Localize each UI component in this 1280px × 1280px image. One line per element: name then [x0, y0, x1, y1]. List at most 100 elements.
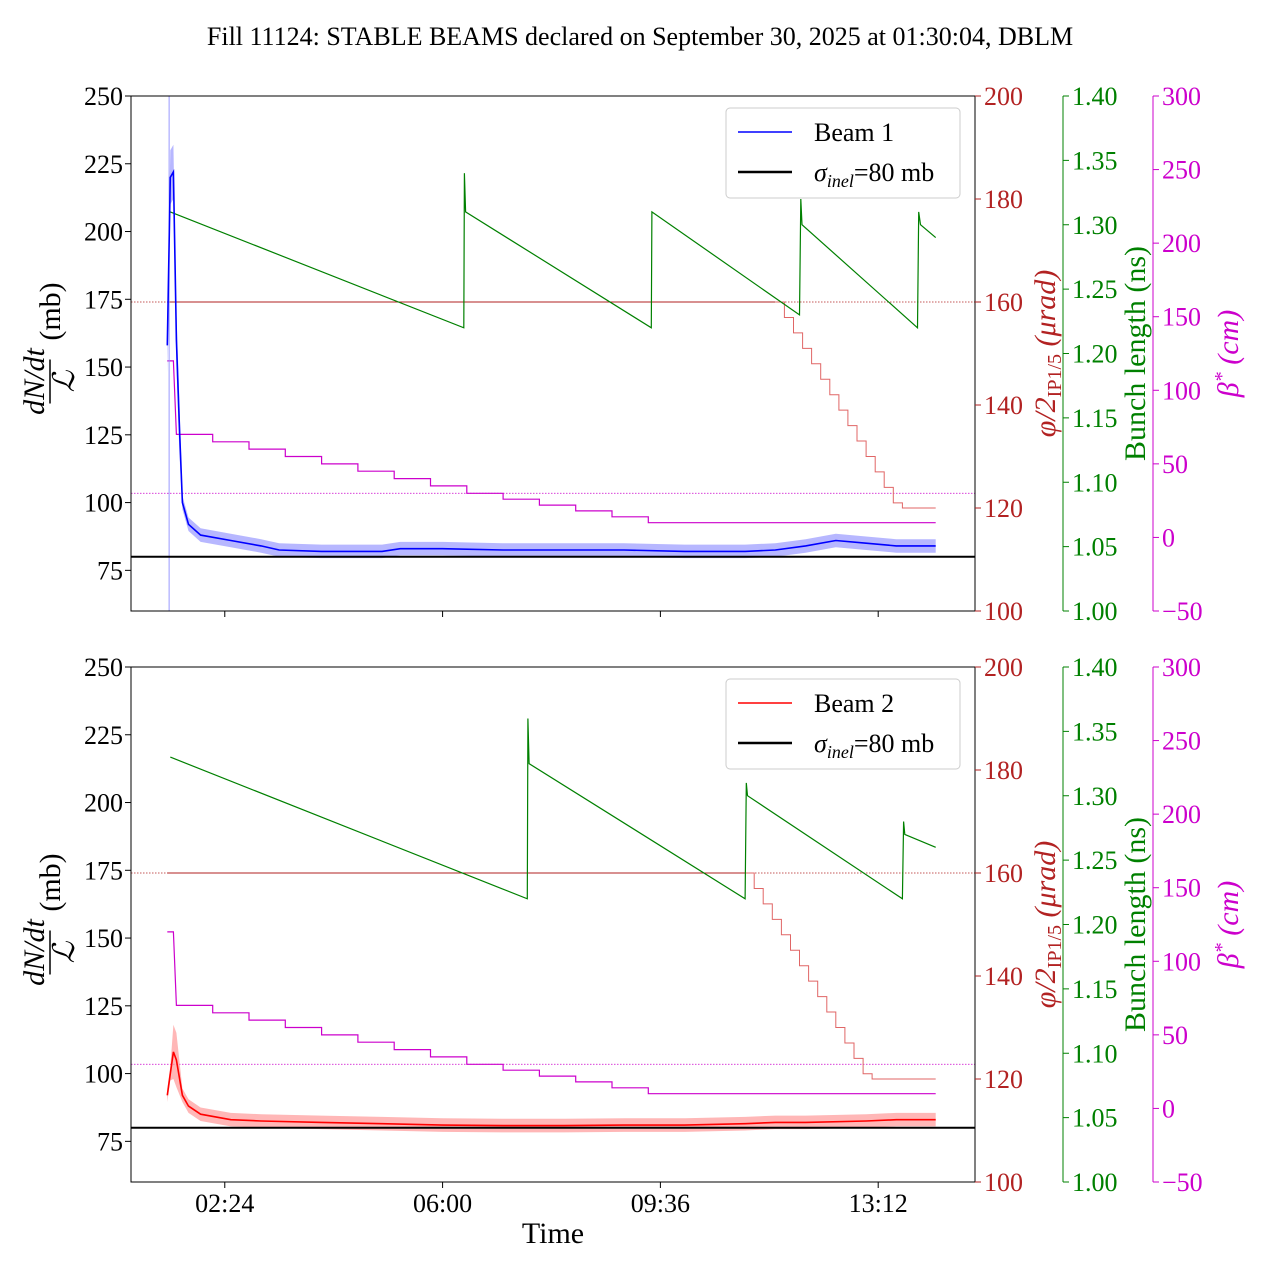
legend-beam-label: Beam 1 — [814, 118, 894, 147]
beta-series — [167, 931, 936, 1095]
cross-section-band — [167, 144, 936, 559]
beta-tick-label: 50 — [1162, 450, 1188, 479]
phi-tick-label: 200 — [984, 653, 1023, 682]
bunch-tick-label: 1.20 — [1072, 911, 1118, 940]
phi-tick-label: 140 — [984, 962, 1023, 991]
left-tick-label: 175 — [84, 285, 123, 314]
plot-area — [131, 96, 975, 611]
phi-tick-label: 100 — [984, 1168, 1023, 1197]
legend-box — [725, 107, 961, 199]
bunch-length-series — [170, 173, 937, 330]
bunch-tick-label: 1.25 — [1072, 275, 1118, 304]
beta-tick-label: 50 — [1162, 1021, 1188, 1050]
cross-section-band — [167, 1024, 936, 1133]
bunch-tick-label: 1.30 — [1072, 782, 1118, 811]
phi-tick-label: 120 — [984, 494, 1023, 523]
cross-section-series — [166, 1051, 936, 1127]
x-tick-label: 06:00 — [413, 1189, 472, 1218]
bunch-tick-label: 1.20 — [1072, 340, 1118, 369]
bunch-tick-label: 1.40 — [1072, 82, 1118, 111]
panel-beam1: 75 100 125 150 175 200 225 250 100 120 140 160 180 20… — [18, 82, 1245, 626]
bunch-axis-label: Bunch length (ns) — [1119, 246, 1152, 461]
left-tick-label: 250 — [84, 653, 123, 682]
legend: Beam 2 σinel=80 mb — [725, 678, 961, 770]
beta-tick-label: 0 — [1162, 1094, 1175, 1123]
cross-section-series — [166, 168, 936, 553]
bunch-tick-label: 1.05 — [1072, 1104, 1118, 1133]
bunch-tick-label: 1.40 — [1072, 653, 1118, 682]
x-tick-label: 13:12 — [849, 1189, 908, 1218]
left-axis-label: dN/dtℒ (mb) — [18, 853, 81, 986]
left-axis-label: dN/dtℒ (mb) — [18, 282, 81, 415]
left-tick-label: 125 — [84, 421, 123, 450]
beta-tick-label: −50 — [1162, 1168, 1203, 1197]
bunch-length-series — [170, 718, 936, 900]
panel-beam2: 75 100 125 150 175 200 225 250 100 120 140 160 180 20… — [18, 653, 1245, 1218]
phi-tick-label: 180 — [984, 756, 1023, 785]
beta-axis-label: β* (cm) — [1211, 310, 1245, 398]
bunch-tick-label: 1.10 — [1072, 1039, 1118, 1068]
bunch-axis-label: Bunch length (ns) — [1119, 817, 1152, 1032]
phi-tick-label: 200 — [984, 82, 1023, 111]
phi-axis-label: φ/2IP1/5 (μrad) — [1029, 270, 1066, 438]
phi-tick-label: 100 — [984, 597, 1023, 626]
beta-tick-label: −50 — [1162, 597, 1203, 626]
phi-tick-label: 180 — [984, 185, 1023, 214]
beta-tick-label: 250 — [1162, 156, 1201, 185]
left-label-unit: (mb) — [34, 853, 67, 911]
phi-steps-series — [775, 301, 936, 509]
left-tick-label: 75 — [97, 556, 123, 585]
bunch-tick-label: 1.05 — [1072, 533, 1118, 562]
left-tick-label: 100 — [84, 489, 123, 518]
bunch-tick-label: 1.30 — [1072, 211, 1118, 240]
left-label-unit: (mb) — [34, 282, 67, 340]
legend-beam-label: Beam 2 — [814, 689, 894, 718]
phi-tick-label: 160 — [984, 859, 1023, 888]
left-tick-label: 125 — [84, 992, 123, 1021]
left-label-numerator: dN/dt — [18, 347, 51, 414]
left-tick-label: 175 — [84, 856, 123, 885]
bunch-tick-label: 1.35 — [1072, 717, 1118, 746]
left-tick-label: 200 — [84, 789, 123, 818]
legend-inel-label: σinel=80 mb — [814, 158, 934, 191]
bunch-tick-label: 1.25 — [1072, 846, 1118, 875]
x-tick-label: 02:24 — [195, 1189, 254, 1218]
beta-tick-label: 250 — [1162, 727, 1201, 756]
beta-tick-label: 300 — [1162, 653, 1201, 682]
bunch-tick-label: 1.10 — [1072, 468, 1118, 497]
beta-tick-label: 150 — [1162, 874, 1201, 903]
left-tick-label: 75 — [97, 1127, 123, 1156]
left-tick-label: 150 — [84, 924, 123, 953]
beta-tick-label: 300 — [1162, 82, 1201, 111]
phi-axis-label: φ/2IP1/5 (μrad) — [1029, 841, 1066, 1009]
bunch-tick-label: 1.00 — [1072, 597, 1118, 626]
left-tick-label: 100 — [84, 1060, 123, 1089]
beta-axis-label: β* (cm) — [1211, 881, 1245, 969]
plot-area — [131, 718, 975, 1133]
chart-title: Fill 11124: STABLE BEAMS declared on Sep… — [207, 22, 1073, 51]
beta-series — [167, 360, 936, 524]
bunch-tick-label: 1.00 — [1072, 1168, 1118, 1197]
left-tick-label: 225 — [84, 150, 123, 179]
bunch-tick-label: 1.15 — [1072, 404, 1118, 433]
beta-tick-label: 100 — [1162, 376, 1201, 405]
left-label-denominator: ℒ — [48, 940, 81, 963]
beta-tick-label: 200 — [1162, 800, 1201, 829]
left-label-denominator: ℒ — [48, 369, 81, 392]
legend-inel-label: σinel=80 mb — [814, 729, 934, 762]
beta-tick-label: 100 — [1162, 947, 1201, 976]
left-tick-label: 200 — [84, 218, 123, 247]
left-tick-label: 225 — [84, 721, 123, 750]
phi-tick-label: 160 — [984, 288, 1023, 317]
phi-steps-series — [745, 872, 936, 1080]
x-tick-label: 09:36 — [631, 1189, 690, 1218]
left-label-numerator: dN/dt — [18, 918, 51, 985]
left-tick-label: 250 — [84, 82, 123, 111]
phi-tick-label: 140 — [984, 391, 1023, 420]
bunch-tick-label: 1.35 — [1072, 146, 1118, 175]
phi-tick-label: 120 — [984, 1065, 1023, 1094]
beta-tick-label: 150 — [1162, 303, 1201, 332]
left-tick-label: 150 — [84, 353, 123, 382]
beta-tick-label: 200 — [1162, 229, 1201, 258]
